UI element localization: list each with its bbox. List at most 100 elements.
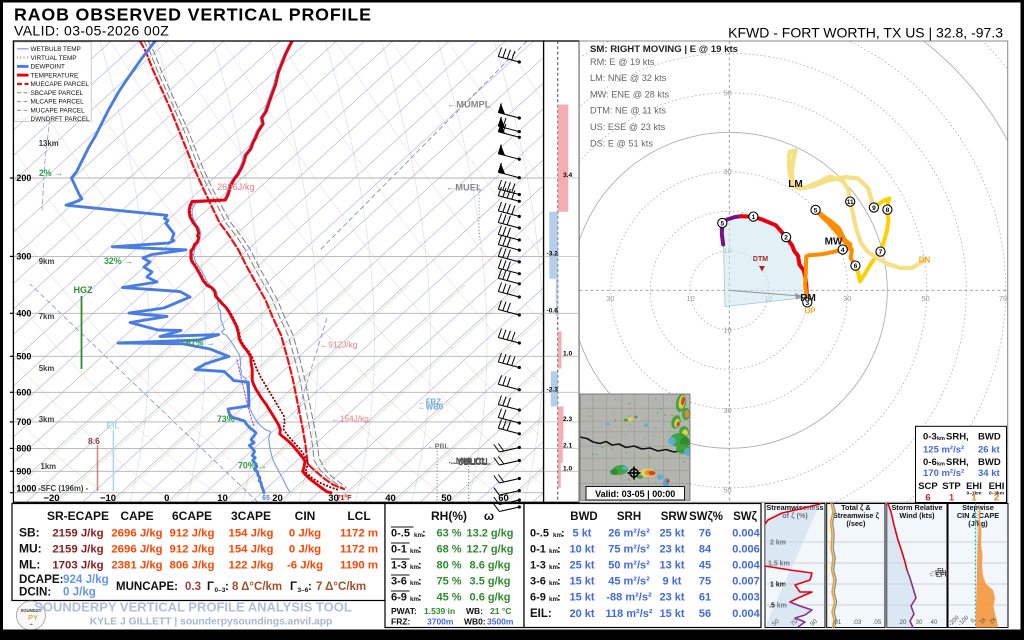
svg-text:SBCAPE PARCEL: SBCAPE PARCEL [31, 90, 84, 97]
svg-text:SB:: SB: [19, 526, 40, 540]
svg-text:km: km [937, 462, 945, 468]
svg-text:km: km [410, 564, 419, 571]
svg-text:km: km [549, 596, 558, 603]
svg-text:25 kt: 25 kt [569, 560, 594, 572]
svg-text:VIRTUAL TEMP: VIRTUAL TEMP [31, 55, 77, 62]
svg-text:PWAT:: PWAT: [391, 606, 417, 616]
svg-text:WETBULB TEMP: WETBULB TEMP [31, 46, 81, 53]
svg-text:6CAPE: 6CAPE [172, 509, 212, 523]
svg-text:75 m²/s²: 75 m²/s² [608, 544, 650, 556]
svg-text:MUCAPE PARCEL: MUCAPE PARCEL [31, 108, 86, 115]
svg-text:☁: ☁ [29, 621, 33, 626]
svg-text:(/sec): (/sec) [846, 519, 866, 528]
svg-text:km: km [549, 548, 558, 555]
svg-text::: : [418, 544, 422, 556]
svg-text:SCP: SCP [918, 481, 938, 492]
svg-text:0–1km: 0–1km [967, 491, 982, 497]
svg-text:0–3km: 0–3km [989, 491, 1004, 497]
svg-text:2696 J/kg: 2696 J/kg [111, 528, 162, 540]
svg-text:300: 300 [16, 251, 31, 261]
svg-text:MW: MW [825, 237, 843, 248]
svg-text:Γ: Γ [290, 581, 297, 593]
svg-text:6-9: 6-9 [530, 592, 546, 604]
svg-text:50: 50 [921, 294, 929, 303]
svg-text:←FRZ: ←FRZ [418, 398, 441, 407]
svg-text:ω: ω [484, 509, 494, 523]
svg-text:23 kt: 23 kt [659, 544, 684, 556]
svg-text:50: 50 [441, 493, 452, 504]
svg-text:EIL: EIL [107, 421, 120, 431]
svg-text:(J/kg): (J/kg) [968, 519, 988, 528]
svg-text:DTM: DTM [753, 256, 768, 263]
svg-text:8 Δ°C/km: 8 Δ°C/km [232, 581, 282, 593]
svg-text:34 kt: 34 kt [978, 468, 1000, 479]
svg-text:Γ: Γ [207, 581, 214, 593]
svg-text:600: 600 [16, 387, 31, 397]
svg-text:70% →: 70% → [238, 461, 267, 471]
svg-text:←912J/kg: ←912J/kg [320, 340, 358, 350]
svg-text:9km: 9km [39, 257, 55, 266]
svg-text:700: 700 [16, 417, 31, 427]
svg-text:3.4: 3.4 [563, 172, 572, 179]
svg-text:BWD: BWD [978, 457, 1001, 468]
svg-text:76: 76 [699, 528, 711, 540]
svg-text:200: 200 [16, 173, 31, 183]
svg-text:90: 90 [809, 618, 819, 628]
svg-text:61: 61 [699, 592, 711, 604]
svg-text:←EL: ←EL [930, 568, 947, 575]
svg-text:12.7 g/kg: 12.7 g/kg [466, 544, 513, 556]
svg-text:−10: −10 [100, 493, 116, 504]
svg-text:SWζ: SWζ [733, 511, 758, 523]
svg-text:2159 J/kg: 2159 J/kg [52, 528, 103, 540]
svg-text:50 m²/s²: 50 m²/s² [608, 560, 650, 572]
svg-text:←PBL: ←PBL [428, 444, 450, 451]
svg-text:HGZ: HGZ [74, 285, 94, 295]
svg-text:MU:: MU: [19, 542, 42, 556]
svg-text:10: 10 [687, 294, 695, 303]
svg-text:7km: 7km [39, 312, 55, 321]
svg-text:2% →: 2% → [39, 168, 63, 178]
svg-text:2: 2 [784, 235, 788, 242]
svg-text:CIN: CIN [295, 509, 316, 523]
svg-text::: : [422, 528, 426, 540]
svg-text:DWNDRFT PARCEL: DWNDRFT PARCEL [31, 116, 91, 123]
svg-text:2: 2 [994, 493, 999, 504]
svg-text:912 J/kg: 912 J/kg [170, 544, 215, 556]
svg-text:30: 30 [843, 294, 851, 303]
svg-text:45 %: 45 % [436, 592, 461, 604]
svg-text:912 J/kg: 912 J/kg [170, 528, 215, 540]
svg-text:118 m²/s²: 118 m²/s² [605, 608, 652, 620]
svg-text:154 J/kg: 154 J/kg [229, 528, 274, 540]
svg-text:26 kt: 26 kt [978, 445, 1000, 456]
svg-text:70: 70 [999, 294, 1007, 303]
svg-text:FRZ:: FRZ: [391, 617, 411, 627]
svg-text:SOUNDER: SOUNDER [21, 608, 42, 613]
svg-text:800: 800 [16, 443, 31, 453]
svg-text:5: 5 [814, 207, 818, 214]
svg-text:MLCAPE PARCEL: MLCAPE PARCEL [31, 99, 85, 106]
svg-text:MUECAPE PARCEL: MUECAPE PARCEL [31, 81, 90, 88]
svg-text:8: 8 [886, 207, 890, 214]
svg-text::: : [557, 576, 561, 588]
svg-text:1: 1 [949, 493, 955, 504]
svg-text:73% →: 73% → [217, 414, 246, 424]
svg-text:0-.5: 0-.5 [391, 528, 410, 540]
svg-text:3700m: 3700m [427, 617, 454, 627]
svg-text::: : [418, 592, 422, 604]
svg-text:122 J/kg: 122 J/kg [229, 560, 274, 572]
svg-text:8.6: 8.6 [88, 436, 100, 446]
svg-text:km: km [410, 548, 419, 555]
svg-text:9: 9 [872, 205, 876, 212]
svg-text:0.003: 0.003 [732, 592, 760, 604]
svg-text:EHI: EHI [966, 481, 982, 492]
svg-text:km: km [553, 532, 562, 539]
svg-text:1.539 in: 1.539 in [424, 606, 455, 616]
svg-text:6: 6 [854, 263, 858, 270]
svg-text:806 J/kg: 806 J/kg [170, 560, 215, 572]
svg-text:km: km [414, 532, 423, 539]
svg-text:1.0: 1.0 [563, 350, 572, 357]
svg-text:Streamwise ζ: Streamwise ζ [833, 511, 880, 520]
svg-text::: : [418, 560, 422, 572]
svg-text:0.6 g/kg: 0.6 g/kg [470, 592, 511, 604]
svg-text:←MUEL: ←MUEL [446, 183, 482, 193]
